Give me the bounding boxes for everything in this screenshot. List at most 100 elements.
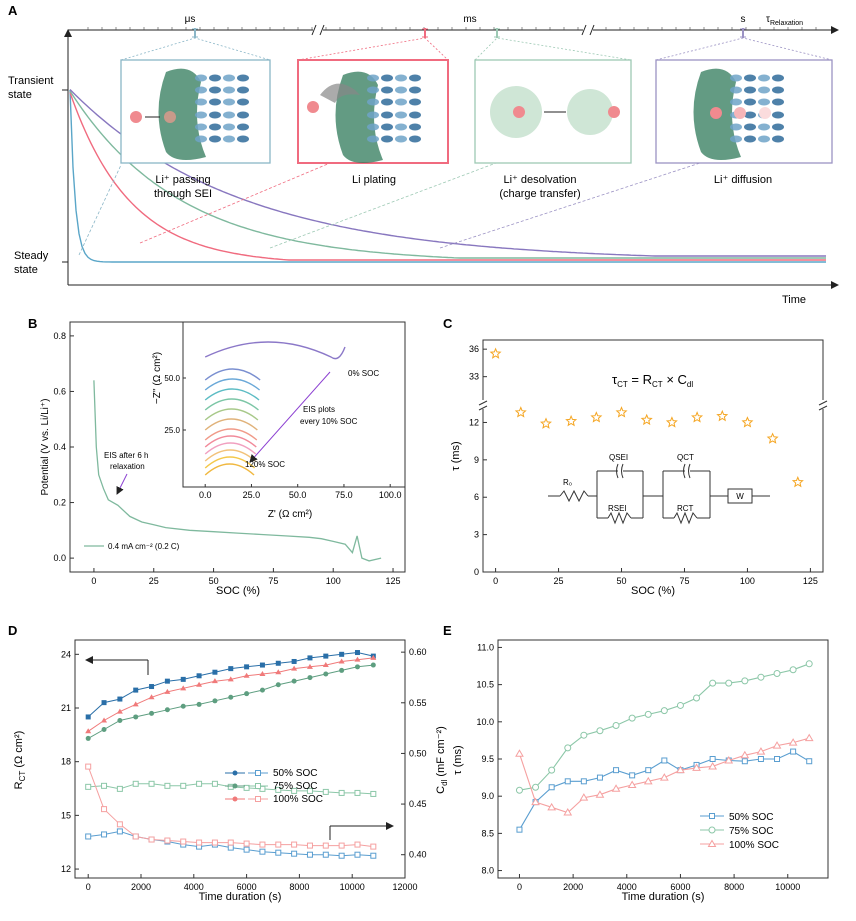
e-series — [515, 660, 814, 833]
e-marker — [629, 772, 636, 779]
d-marker — [259, 848, 266, 855]
c-w-label: W — [736, 492, 744, 501]
transient-label-1: Transient — [8, 75, 53, 87]
b-plot-frame — [69, 321, 406, 573]
c-point — [615, 406, 628, 418]
d-marker — [338, 789, 345, 796]
graphite-layer — [237, 98, 249, 106]
d-ytick-right-label: 0.55 — [409, 698, 427, 708]
graphite-layer — [409, 98, 421, 106]
e-legend-label: 75% SOC — [729, 826, 773, 837]
e-legend-marker — [709, 813, 715, 819]
d-marker — [148, 780, 155, 787]
b-eis-arc — [204, 388, 260, 401]
d-marker — [323, 653, 329, 659]
c-axis-break-right — [818, 405, 828, 411]
panel-b: B 0 25 50 75 100 125 0.0 0.2 0.4 0.6 0.8 SOC (%) P… — [28, 316, 406, 597]
d-marker — [101, 717, 108, 723]
d-marker — [291, 665, 298, 671]
d-ytick-left-label: 21 — [61, 703, 71, 713]
d-legend-marker — [232, 783, 238, 789]
e-legend-marker — [707, 839, 717, 847]
b-xtick-label: 25 — [149, 576, 159, 586]
c-ytick-label: 12 — [469, 417, 479, 427]
c-r0-label: R₀ — [563, 478, 572, 487]
c-xtick-label: 75 — [679, 576, 689, 586]
d-marker — [259, 671, 266, 676]
e-marker — [708, 761, 718, 770]
scale-label-us: μs — [185, 14, 196, 25]
d-marker — [339, 667, 345, 673]
c-xtick-label: 125 — [803, 576, 818, 586]
li-ion — [759, 107, 771, 119]
b-current-annotation: 0.4 mA cm⁻² (0.2 C) — [108, 542, 180, 551]
graphite-layer — [209, 111, 221, 119]
d-marker — [212, 698, 218, 704]
panel-b-label: B — [28, 316, 37, 331]
d-marker — [291, 850, 298, 857]
e-marker — [516, 826, 523, 833]
b-xtick-label: 125 — [386, 576, 401, 586]
c-axis-break-right — [818, 400, 828, 406]
d-marker — [132, 833, 139, 840]
d-marker — [180, 703, 186, 709]
e-marker — [579, 793, 589, 801]
d-marker — [180, 685, 187, 691]
d-marker — [196, 681, 203, 687]
b-xtick-label: 75 — [268, 576, 278, 586]
timescale-ticks — [87, 24, 817, 38]
d-marker — [196, 701, 202, 707]
d-marker — [85, 714, 91, 720]
d-marker — [243, 840, 250, 847]
e-marker — [531, 797, 540, 806]
c-rsei-label: RSEI — [608, 504, 627, 513]
d-marker — [148, 836, 155, 843]
relaxation-curves — [69, 89, 826, 263]
d-marker — [196, 839, 203, 846]
d-ytick-left-label: 12 — [61, 864, 71, 874]
d-marker — [132, 701, 139, 707]
li-ion — [307, 101, 319, 113]
d-marker — [354, 789, 361, 796]
e-marker — [515, 786, 523, 794]
e-xtick-label: 10000 — [775, 882, 800, 892]
d-marker — [180, 676, 186, 682]
d-series — [85, 650, 377, 859]
graphite-layer — [223, 111, 235, 119]
e-marker — [774, 756, 781, 762]
d-marker — [164, 837, 171, 844]
axis-break-1-mark — [319, 24, 325, 36]
d-marker — [116, 821, 123, 828]
b-inset-ylabel: −Z'' (Ω cm²) — [152, 352, 163, 404]
graphite-layer — [195, 111, 207, 119]
d-ytick-right-label: 0.45 — [409, 799, 427, 809]
d-marker — [291, 841, 298, 848]
c-point — [514, 406, 527, 418]
panel-d: D 0 2000 4000 6000 8000 10000 1200012151821240… — [8, 623, 449, 903]
steady-label-1: Steady — [14, 250, 49, 262]
d-legend-label: 50% SOC — [273, 768, 317, 779]
graphite-layer — [758, 123, 770, 131]
graphite-layer — [209, 86, 221, 94]
d-marker — [164, 707, 170, 713]
graphite-layer — [195, 98, 207, 106]
d-marker — [291, 787, 298, 794]
d-marker — [101, 831, 108, 838]
e-marker — [741, 758, 748, 765]
d-marker — [85, 783, 92, 790]
a-xlabel: Time — [782, 294, 806, 306]
d-legend-marker — [255, 770, 261, 776]
c-point — [691, 411, 704, 423]
solvation-shell — [567, 89, 613, 135]
e-marker — [596, 774, 603, 781]
d-marker — [85, 735, 91, 741]
d-legend-label: 75% SOC — [273, 781, 317, 792]
d-marker — [133, 714, 139, 720]
graphite-layer — [395, 98, 407, 106]
d-marker — [291, 658, 297, 664]
b-note-2: every 10% SOC — [300, 417, 358, 426]
d-marker — [354, 650, 360, 656]
d-marker — [101, 700, 107, 706]
inset-guide — [120, 37, 271, 61]
